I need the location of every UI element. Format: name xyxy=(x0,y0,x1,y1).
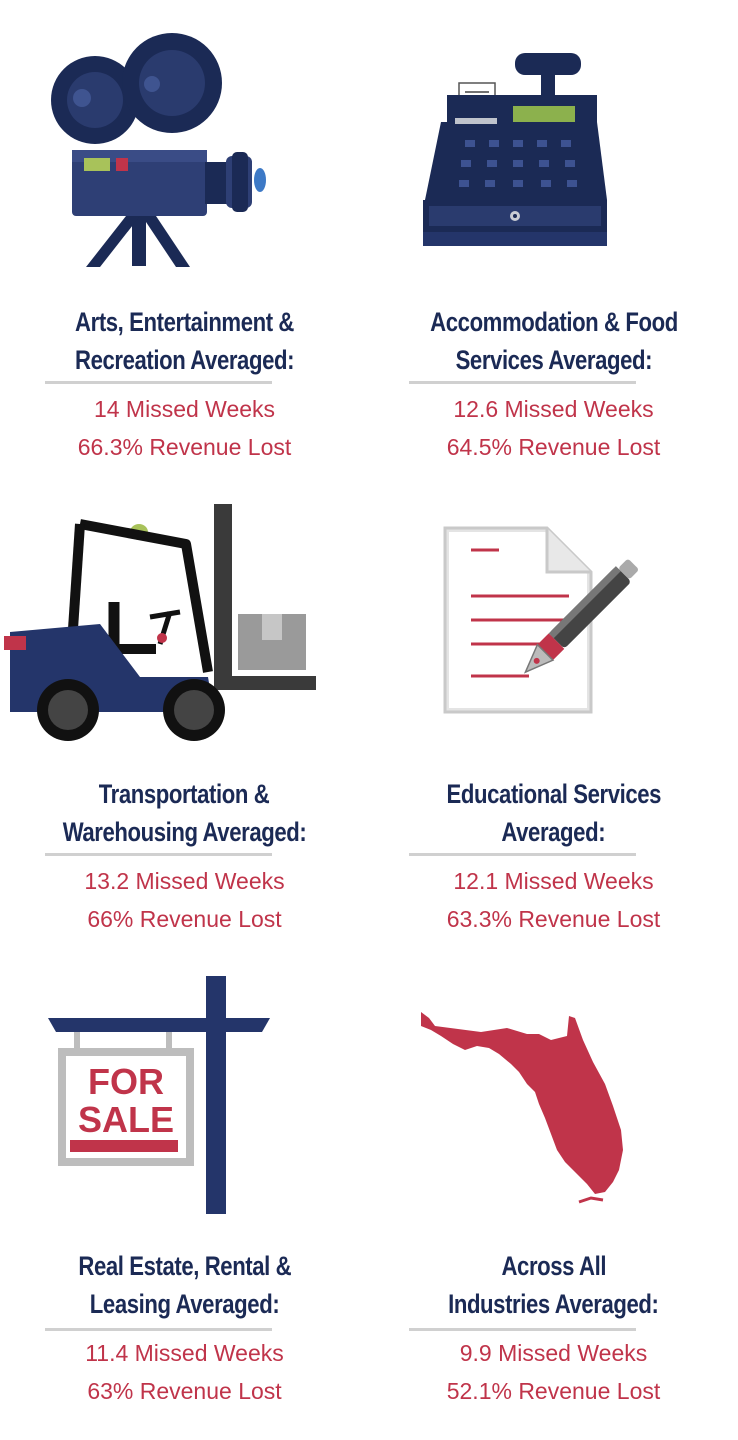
revenue-lost-stat: 66.3% Revenue Lost xyxy=(77,434,292,460)
section-real-estate: FOR SALE Real Estate, Rental & Leasing A… xyxy=(0,944,369,1416)
missed-weeks-stat: 12.1 Missed Weeks xyxy=(453,868,654,894)
section-title: Educational Services Averaged: xyxy=(446,779,661,847)
document-pen-icon xyxy=(369,472,738,762)
revenue-lost-stat: 66% Revenue Lost xyxy=(87,906,282,932)
divider xyxy=(409,381,636,384)
missed-weeks-stat: 14 Missed Weeks xyxy=(93,396,276,422)
missed-weeks-stat: 11.4 Missed Weeks xyxy=(85,1340,284,1366)
cash-register-icon xyxy=(369,0,738,290)
section-title: Real Estate, Rental & Leasing Averaged: xyxy=(78,1251,291,1319)
revenue-lost-stat: 63% Revenue Lost xyxy=(87,1378,282,1404)
film-camera-icon xyxy=(0,0,369,290)
missed-weeks-stat: 13.2 Missed Weeks xyxy=(84,868,285,894)
divider xyxy=(45,1328,272,1331)
for-sale-sign-icon: FOR SALE xyxy=(0,944,369,1234)
divider xyxy=(45,381,272,384)
section-title: Arts, Entertainment & Recreation Average… xyxy=(74,307,295,375)
florida-map-icon xyxy=(369,944,738,1234)
section-accommodation: Accommodation & Food Services Averaged: … xyxy=(369,0,738,472)
section-title: Accommodation & Food Services Averaged: xyxy=(429,307,678,375)
revenue-lost-stat: 64.5% Revenue Lost xyxy=(446,434,661,460)
divider xyxy=(409,1328,636,1331)
section-educational: Educational Services Averaged: 12.1 Miss… xyxy=(369,472,738,944)
section-all-industries: Across All Industries Averaged: 9.9 Miss… xyxy=(369,944,738,1416)
revenue-lost-stat: 63.3% Revenue Lost xyxy=(446,906,661,932)
missed-weeks-stat: 9.9 Missed Weeks xyxy=(459,1340,648,1366)
sign-text-sale: SALE xyxy=(78,1099,174,1140)
sign-text-for: FOR xyxy=(88,1061,164,1102)
divider xyxy=(45,853,272,856)
missed-weeks-stat: 12.6 Missed Weeks xyxy=(453,396,654,422)
section-title: Transportation & Warehousing Averaged: xyxy=(62,779,307,847)
section-arts: Arts, Entertainment & Recreation Average… xyxy=(0,0,369,472)
forklift-icon xyxy=(0,472,369,762)
section-title: Across All Industries Averaged: xyxy=(448,1251,659,1319)
revenue-lost-stat: 52.1% Revenue Lost xyxy=(446,1378,661,1404)
divider xyxy=(409,853,636,856)
section-transportation: Transportation & Warehousing Averaged: 1… xyxy=(0,472,369,944)
